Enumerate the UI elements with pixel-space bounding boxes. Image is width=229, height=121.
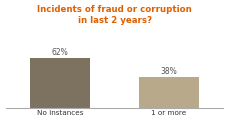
Title: Incidents of fraud or corruption
in last 2 years?: Incidents of fraud or corruption in last… xyxy=(37,5,192,26)
Bar xyxy=(139,77,199,108)
Text: 62%: 62% xyxy=(52,48,68,57)
Bar xyxy=(30,58,90,108)
Text: 38%: 38% xyxy=(161,67,177,76)
